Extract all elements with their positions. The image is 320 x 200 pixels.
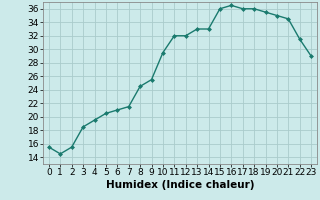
X-axis label: Humidex (Indice chaleur): Humidex (Indice chaleur): [106, 180, 254, 190]
